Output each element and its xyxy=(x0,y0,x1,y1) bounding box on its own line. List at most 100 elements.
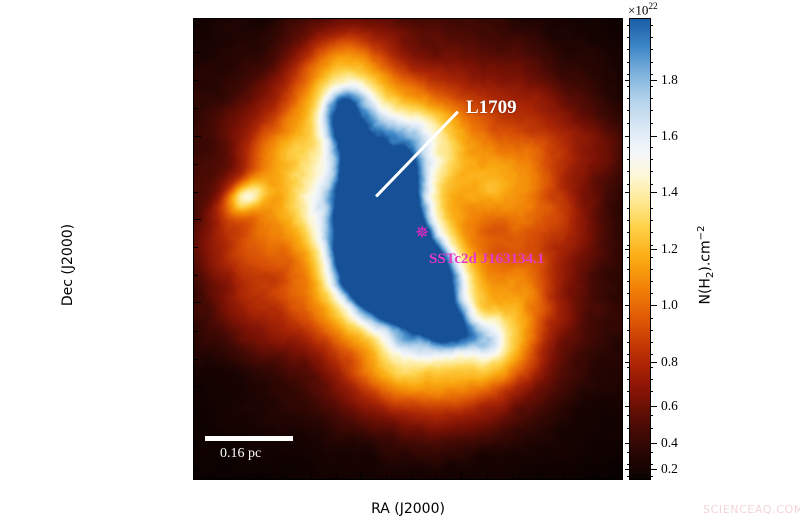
x-tick-inner xyxy=(261,472,263,479)
colorbar-tick-minor-right xyxy=(650,110,653,112)
x-tick-major xyxy=(461,479,462,480)
colorbar-tick-minor xyxy=(627,25,630,26)
colorbar-tick-minor xyxy=(627,244,630,246)
y-tick-inner xyxy=(194,302,201,304)
colorbar-tick-minor-right xyxy=(650,342,653,344)
x-tick-minor-inner xyxy=(236,475,238,479)
colorbar-tick-minor xyxy=(627,98,630,100)
colorbar-tick xyxy=(650,469,657,471)
y-tick-minor-inner xyxy=(194,163,198,165)
colorbar-tick-minor-right xyxy=(650,354,653,356)
colorbar-tick-minor-right xyxy=(650,464,653,466)
x-tick-minor-inner xyxy=(336,475,338,479)
x-tick-minor xyxy=(411,479,412,480)
colorbar-tick-minor-right xyxy=(650,49,653,51)
colorbar-tick-minor xyxy=(627,37,630,39)
colorbar-tick-minor xyxy=(627,452,630,453)
colorbar-tick-left xyxy=(625,469,630,471)
colorbar-tick-minor-right xyxy=(650,281,653,283)
colorbar-tick-left xyxy=(625,305,630,307)
y-tick-inner xyxy=(194,135,201,137)
colorbar-tick-minor-right xyxy=(650,232,653,234)
y-tick-minor-inner xyxy=(194,275,198,277)
colorbar-tick-left xyxy=(625,361,630,363)
colorbar-tick-minor-right xyxy=(650,25,653,26)
scalebar-icon xyxy=(205,436,293,441)
x-tick-minor xyxy=(236,479,237,480)
colorbar-tick-minor xyxy=(627,354,630,356)
colorbar-tick-minor-right xyxy=(650,86,653,87)
colorbar-tick xyxy=(650,405,657,407)
colorbar-tick-minor xyxy=(627,476,630,478)
sky-image-panel[interactable]: L1709 ✵ SSTc2d J163134.1 0.16 pc −23°54′… xyxy=(193,18,623,480)
colorbar-tick-minor xyxy=(627,256,630,258)
x-tick-minor xyxy=(612,479,613,480)
colorbar-tick-minor xyxy=(627,49,630,51)
y-tick-minor-inner xyxy=(194,358,198,360)
x-tick-inner xyxy=(562,472,564,479)
colorbar-tick-minor-right xyxy=(650,378,653,380)
colorbar-tick-left xyxy=(625,79,630,81)
x-tick-minor-inner xyxy=(436,475,438,479)
y-tick-minor-inner xyxy=(194,24,198,26)
cbar-t3: ).cm xyxy=(697,240,714,272)
colorbar-tick-minor-right xyxy=(650,73,653,75)
colorbar-tick-minor xyxy=(627,366,630,368)
colorbar-tick-minor xyxy=(627,391,630,392)
x-tick-minor xyxy=(512,479,513,480)
colorbar-tick-left xyxy=(625,135,630,137)
colorbar-tick-minor xyxy=(627,378,630,380)
colorbar-tick-minor xyxy=(627,208,630,209)
x-tick-inner xyxy=(461,472,463,479)
column-density-map xyxy=(194,19,622,479)
x-tick-minor xyxy=(487,479,488,480)
x-tick-minor-inner xyxy=(311,475,313,479)
colorbar-tick-left xyxy=(625,192,630,194)
x-tick-minor-inner xyxy=(210,475,212,479)
colorbar-tick-minor xyxy=(627,330,630,331)
colorbar-tick-minor-right xyxy=(650,427,653,429)
colorbar-tick-minor xyxy=(627,342,630,344)
colorbar-tick-minor xyxy=(627,293,630,295)
colorbar-tick-label: 0.8 xyxy=(661,353,678,369)
colorbar-tick-minor-right xyxy=(650,256,653,258)
colorbar-tick-minor xyxy=(627,73,630,75)
cbar-t2: 2 xyxy=(705,271,717,279)
colorbar-tick-label: 1.8 xyxy=(661,71,678,87)
x-tick-minor xyxy=(537,479,538,480)
colorbar[interactable]: 1.8 1.6 1.4 1.2 1.0 0.8 0.6 0.4 0.2 xyxy=(625,18,678,480)
x-tick-minor xyxy=(436,479,437,480)
colorbar-tick-minor xyxy=(627,183,630,185)
source-name-label: SSTc2d J163134.1 xyxy=(429,251,545,267)
colorbar-tick-minor-right xyxy=(650,269,653,270)
colorbar-tick-minor-right xyxy=(650,415,653,417)
x-tick-minor xyxy=(386,479,387,480)
colorbar-tick-label: 0.4 xyxy=(661,434,678,450)
colorbar-tick-label: 1.6 xyxy=(661,127,678,143)
colorbar-tick-minor xyxy=(627,159,630,161)
colorbar-tick xyxy=(650,79,657,81)
colorbar-tick-minor-right xyxy=(650,122,653,124)
colorbar-tick-label: 1.2 xyxy=(661,241,678,257)
colorbar-tick-label: 0.6 xyxy=(661,397,678,413)
colorbar-exponent: ×1022 xyxy=(628,2,658,18)
cbar-t1: N(H xyxy=(697,278,714,305)
colorbar-tick-minor-right xyxy=(650,220,653,222)
colorbar-tick-minor-right xyxy=(650,171,653,173)
colorbar-tick-minor xyxy=(627,427,630,429)
scalebar-label: 0.16 pc xyxy=(220,446,262,461)
x-tick-major xyxy=(361,479,362,480)
x-tick-minor xyxy=(311,479,312,480)
colorbar-tick xyxy=(650,249,657,251)
y-tick-minor-inner xyxy=(194,331,198,332)
watermark: SCIENCEAQ.COM xyxy=(703,503,800,516)
colorbar-tick-left xyxy=(625,442,630,444)
y-axis-label: Dec (J2000) xyxy=(60,223,76,307)
x-tick-minor xyxy=(336,479,337,480)
x-tick-inner xyxy=(361,472,363,479)
y-tick-minor-inner xyxy=(194,108,198,109)
colorbar-tick-minor xyxy=(627,61,630,63)
colorbar-tick-minor-right xyxy=(650,98,653,100)
colorbar-tick-minor-right xyxy=(650,317,653,319)
